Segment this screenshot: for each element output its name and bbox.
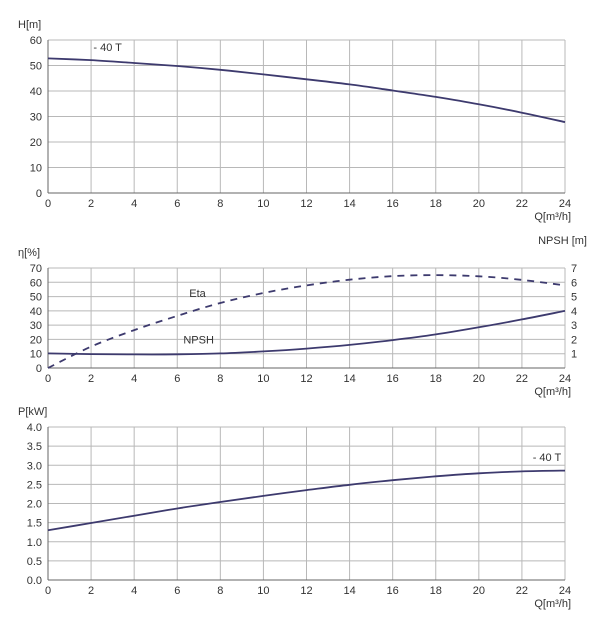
y-tick-label: 20 <box>30 334 42 346</box>
x-tick-label: 24 <box>559 373 571 385</box>
y-tick-label: 30 <box>30 112 42 124</box>
series-line-40-t <box>47 57 566 123</box>
y2-tick-label: 1 <box>571 349 577 361</box>
x-tick-label: 12 <box>300 373 312 385</box>
x-tick-label: 14 <box>343 585 355 597</box>
y2-tick-label: 5 <box>571 292 577 304</box>
x-tick-label: 20 <box>473 585 485 597</box>
y-axis-label: H[m] <box>18 19 41 31</box>
x-tick-label: 0 <box>45 585 51 597</box>
x-tick-label: 12 <box>300 585 312 597</box>
x-axis-label: Q[m³/h] <box>534 386 571 398</box>
x-tick-label: 20 <box>473 373 485 385</box>
x-tick-label: 18 <box>430 585 442 597</box>
x-tick-label: 14 <box>343 198 355 210</box>
x-tick-label: 12 <box>300 198 312 210</box>
y-axis-label: η[%] <box>18 247 40 259</box>
y-tick-label: 50 <box>30 292 42 304</box>
y-tick-label: 2.5 <box>27 479 42 491</box>
y-tick-label: 0.0 <box>27 575 42 587</box>
y2-axis-label: NPSH [m] <box>538 235 587 247</box>
y-tick-label: 60 <box>30 277 42 289</box>
x-tick-label: 14 <box>343 373 355 385</box>
x-tick-label: 8 <box>217 373 223 385</box>
y-tick-label: 2.0 <box>27 499 42 511</box>
y-tick-label: 40 <box>30 86 42 98</box>
chart-panel-2: 0 2 4 6 8 10 12 14 16 18 20 22 240102030405060701234… <box>18 235 587 398</box>
y2-tick-label: 7 <box>571 263 577 275</box>
x-tick-label: 2 <box>88 585 94 597</box>
y-axis-label: P[kW] <box>18 406 47 418</box>
y-tick-label: 40 <box>30 306 42 318</box>
x-tick-label: 0 <box>45 373 51 385</box>
chart-panel-1: 0 2 4 6 8 10 12 14 16 18 20 22 240102030405060H[m]Q[… <box>18 19 571 223</box>
y-tick-label: 1.0 <box>27 537 42 549</box>
series-line-npsh <box>47 310 566 356</box>
x-tick-label: 4 <box>131 198 137 210</box>
series-label: Eta <box>189 288 206 300</box>
x-tick-label: 6 <box>174 373 180 385</box>
x-tick-label: 24 <box>559 585 571 597</box>
x-axis-label: Q[m³/h] <box>534 598 571 610</box>
x-tick-label: 10 <box>257 373 269 385</box>
y-tick-label: 1.5 <box>27 518 42 530</box>
y-tick-label: 70 <box>30 263 42 275</box>
y-tick-label: 0.5 <box>27 556 42 568</box>
y-tick-label: 50 <box>30 61 42 73</box>
series-label: - 40 T <box>93 42 122 54</box>
x-tick-label: 16 <box>387 373 399 385</box>
x-axis-label: Q[m³/h] <box>534 211 571 223</box>
y-tick-label: 0 <box>36 363 42 375</box>
series-label: NPSH <box>183 334 214 346</box>
chart-panel-3: 0 2 4 6 8 10 12 14 16 18 20 22 240.00.51.01.52.02.53… <box>18 406 571 610</box>
x-tick-label: 0 <box>45 198 51 210</box>
y-tick-label: 60 <box>30 35 42 47</box>
x-tick-label: 2 <box>88 198 94 210</box>
x-tick-label: 4 <box>131 373 137 385</box>
x-tick-label: 20 <box>473 198 485 210</box>
y2-tick-label: 6 <box>571 277 577 289</box>
x-tick-label: 8 <box>217 198 223 210</box>
x-tick-label: 18 <box>430 373 442 385</box>
x-tick-label: 22 <box>516 373 528 385</box>
y-tick-label: 3.5 <box>27 441 42 453</box>
y2-tick-label: 2 <box>571 334 577 346</box>
y-tick-label: 0 <box>36 188 42 200</box>
y-tick-label: 10 <box>30 163 42 175</box>
x-tick-label: 2 <box>88 373 94 385</box>
y-tick-label: 3.0 <box>27 460 42 472</box>
x-tick-label: 22 <box>516 585 528 597</box>
x-tick-label: 6 <box>174 198 180 210</box>
series-line-eta <box>47 274 566 369</box>
series-label: - 40 T <box>533 452 562 464</box>
x-tick-label: 18 <box>430 198 442 210</box>
series-line-40-t <box>47 469 566 532</box>
y2-tick-label: 4 <box>571 306 577 318</box>
x-tick-label: 16 <box>387 198 399 210</box>
x-tick-label: 10 <box>257 585 269 597</box>
y-tick-label: 10 <box>30 349 42 361</box>
y2-tick-label: 3 <box>571 320 577 332</box>
x-tick-label: 4 <box>131 585 137 597</box>
x-tick-label: 8 <box>217 585 223 597</box>
y-tick-label: 4.0 <box>27 422 42 434</box>
x-tick-label: 16 <box>387 585 399 597</box>
y-tick-label: 30 <box>30 320 42 332</box>
x-tick-label: 22 <box>516 198 528 210</box>
x-tick-label: 24 <box>559 198 571 210</box>
x-tick-label: 10 <box>257 198 269 210</box>
x-tick-label: 6 <box>174 585 180 597</box>
y-tick-label: 20 <box>30 137 42 149</box>
